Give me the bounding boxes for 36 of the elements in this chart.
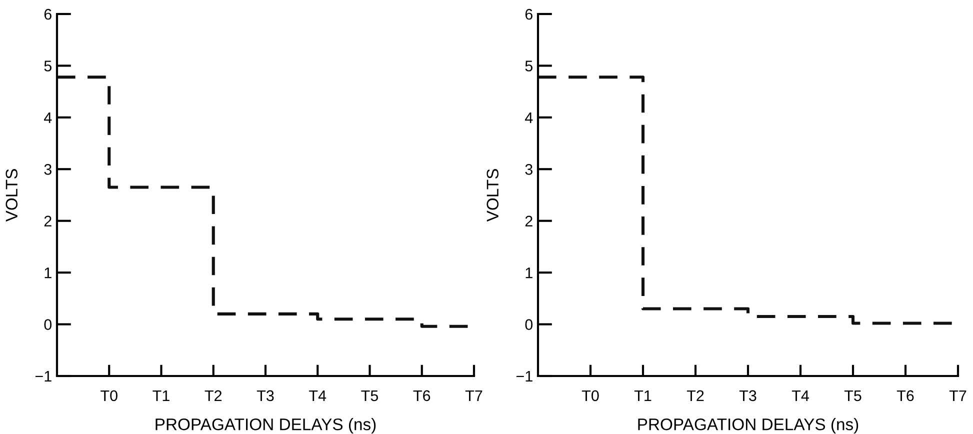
y-tick-label: 2 xyxy=(44,216,52,226)
y-tick-label: 0 xyxy=(525,319,533,330)
y-tick-label: 3 xyxy=(525,164,532,175)
x-tick-label: T0 xyxy=(100,390,118,402)
x-tick-label: T4 xyxy=(792,390,809,401)
y-tick-label: 5 xyxy=(525,60,532,72)
y-tick-label: 5 xyxy=(44,60,52,72)
y-tick-label: 0 xyxy=(44,319,52,330)
x-axis-title: PROPAGATION DELAYS (ns) xyxy=(638,418,858,434)
x-tick-label: T5 xyxy=(844,390,862,402)
y-axis-title: VOLTS xyxy=(486,169,499,222)
y-tick-label: 3 xyxy=(44,164,52,175)
y-tick-label: 2 xyxy=(525,216,532,226)
y-tick-label: 1 xyxy=(526,268,532,278)
x-tick-label: T7 xyxy=(949,390,966,401)
y-tick-label: 4 xyxy=(524,112,533,123)
x-tick-label: T7 xyxy=(465,390,482,401)
y-tick-label: 6 xyxy=(525,8,532,20)
x-tick-label: T0 xyxy=(582,390,599,402)
y-axis-title: VOLTS xyxy=(6,169,18,222)
y-tick-label: −1 xyxy=(35,371,52,382)
x-tick-label: T3 xyxy=(256,390,274,402)
x-tick-label: T6 xyxy=(896,390,914,402)
y-tick-label: 4 xyxy=(44,112,52,123)
x-tick-label: T1 xyxy=(634,390,652,401)
x-axis-title: PROPAGATION DELAYS (ns) xyxy=(156,418,376,434)
x-tick-label: T2 xyxy=(204,390,222,401)
y-tick-label: 6 xyxy=(44,8,52,20)
y-tick-label: −1 xyxy=(516,371,532,382)
x-tick-label: T2 xyxy=(686,390,704,401)
x-tick-label: T3 xyxy=(739,390,756,402)
x-tick-label: T1 xyxy=(152,390,170,401)
y-tick-label: 1 xyxy=(44,268,52,278)
x-tick-label: T5 xyxy=(361,390,378,402)
x-tick-label: T4 xyxy=(309,390,326,401)
x-tick-label: T6 xyxy=(413,390,430,402)
